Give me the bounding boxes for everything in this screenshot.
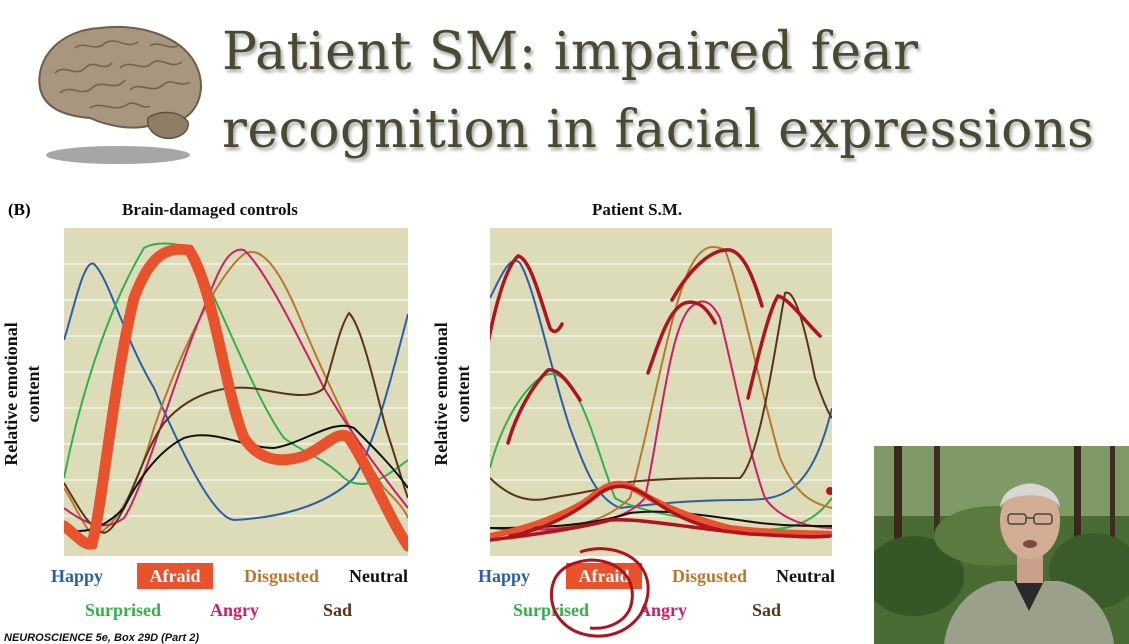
brain-image xyxy=(38,26,202,164)
left-y-axis-label: Relative emotional content xyxy=(0,304,44,484)
left-y-axis-label-line1: Relative emotional xyxy=(1,322,21,466)
annotation-trace-happy xyxy=(490,254,564,342)
left-legend-angry: Angry xyxy=(210,600,259,620)
right-legend-sad: Sad xyxy=(752,600,782,620)
left-legend-happy: Happy xyxy=(51,566,104,586)
annotation-trace-afraid xyxy=(508,484,722,538)
annotation-trace-sad xyxy=(746,294,822,400)
right-curve-sad xyxy=(490,291,832,501)
right-legend-surprised: Surprised xyxy=(513,600,590,620)
left-panel-title: Brain-damaged controls xyxy=(122,200,298,219)
left-plot xyxy=(64,228,408,556)
right-curve-disgusted xyxy=(490,246,832,531)
right-legend-disgusted: Disgusted xyxy=(672,566,748,586)
right-y-axis-label-line2: content xyxy=(453,365,473,423)
right-y-axis-label: Relative emotional content xyxy=(430,304,474,484)
left-curve-angry xyxy=(64,248,408,527)
figure-citation: NEUROSCIENCE 5e, Box 29D (Part 2) xyxy=(4,632,199,644)
panel-letter: (B) xyxy=(8,200,31,219)
annotation-dot xyxy=(826,487,832,495)
left-legend-disgusted: Disgusted xyxy=(244,566,320,586)
left-curve-neutral xyxy=(64,424,408,533)
annotation-circle-afraid xyxy=(549,547,650,638)
left-legend-afraid: Afraid xyxy=(137,563,213,589)
right-legend-neutral: Neutral xyxy=(776,566,835,586)
left-legend-surprised: Surprised xyxy=(85,600,162,620)
presenter-webcam-video[interactable] xyxy=(874,446,1129,644)
left-legend-neutral: Neutral xyxy=(349,566,408,586)
left-curve-happy xyxy=(64,262,408,522)
left-curve-surprised xyxy=(64,242,408,485)
slide-title-line-2: recognition in facial expressions xyxy=(222,100,1095,160)
annotation-trace-neutral xyxy=(490,517,832,542)
right-panel-title: Patient S.M. xyxy=(592,200,683,219)
annotation-trace-angry xyxy=(646,300,717,375)
left-legend-sad: Sad xyxy=(323,600,353,620)
left-curve-sad xyxy=(64,311,408,535)
left-y-axis-label-line2: content xyxy=(23,365,43,423)
annotation-trace-disgusted xyxy=(670,248,764,308)
right-legend-happy: Happy xyxy=(478,566,531,586)
right-plot-annotations xyxy=(490,248,832,542)
annotation-trace-surprised xyxy=(506,368,582,445)
right-plot xyxy=(490,228,832,556)
slide-title-line-1: Patient SM: impaired fear xyxy=(222,22,919,82)
right-y-axis-label-line1: Relative emotional xyxy=(431,322,451,466)
webcam-scene xyxy=(874,446,1129,644)
left-curve-afraid xyxy=(64,243,408,552)
right-legend-angry: Angry xyxy=(638,600,687,620)
